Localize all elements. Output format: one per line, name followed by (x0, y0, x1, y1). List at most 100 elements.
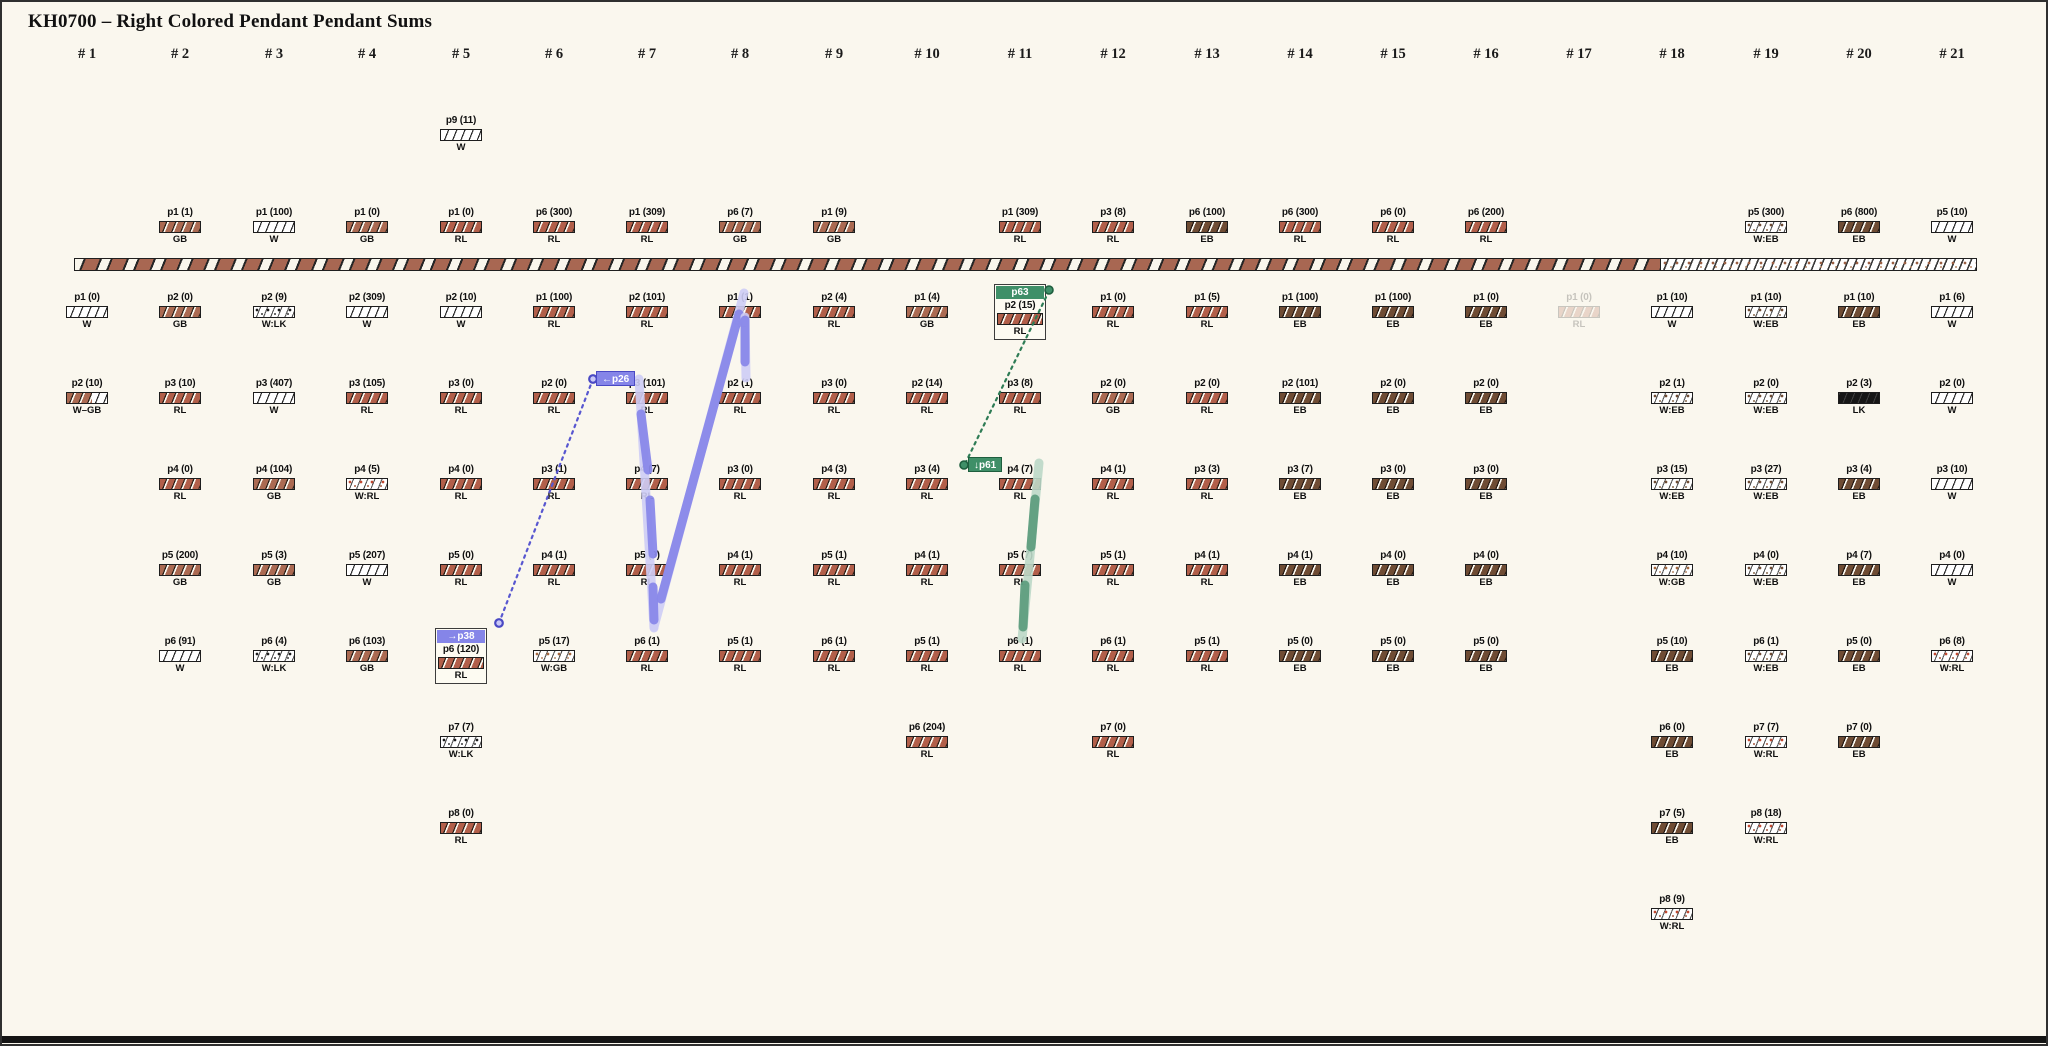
pendant-color-tag: GB (266, 577, 282, 588)
pendant-col18-p8: p8 (9) W:RL (1651, 894, 1693, 932)
pendant-col3-p6: p6 (4) W:LK (253, 636, 295, 674)
pendant-col6-p2: p2 (0) RL (533, 378, 575, 416)
pendant-col14-p3: p3 (7) EB (1279, 464, 1321, 502)
pendant-color-tag: EB (1200, 234, 1214, 245)
pendant-col8-p5: p5 (1) RL (719, 636, 761, 674)
pendant-color-tag: W:EB (1753, 663, 1779, 674)
pendant-label: p4 (1) (1287, 550, 1313, 561)
group-header-p63: p63 (996, 286, 1044, 299)
pendant-color-tag: W (1947, 319, 1957, 330)
pendant-col9-p3: p3 (0) RL (813, 378, 855, 416)
column-header-3: # 3 (264, 46, 284, 62)
pendant-color-tag: W:EB (1659, 405, 1685, 416)
pendant-col6-p4: p4 (1) RL (533, 550, 575, 588)
pendant-swatch (1092, 221, 1134, 233)
pendant-col7-p1: p1 (309) RL (626, 207, 668, 245)
pendant-swatch (999, 392, 1041, 404)
pendant-color-tag: W:RL (1659, 921, 1685, 932)
pendant-swatch (440, 478, 482, 490)
pendant-color-tag: W (1947, 577, 1957, 588)
swatch-left-half (67, 393, 92, 403)
pendant-swatch (999, 478, 1041, 490)
pendant-label: p6 (300) (1281, 207, 1319, 218)
pendant-swatch (440, 564, 482, 576)
pendant-label: p1 (0) (354, 207, 380, 218)
pendant-col8-p3: p3 (0) RL (719, 464, 761, 502)
pendant-swatch (1465, 306, 1507, 318)
pendant-swatch (159, 650, 201, 662)
pendant-label: p1 (0) (74, 292, 100, 303)
pendant-col9-p1: p1 (9) GB (813, 207, 855, 245)
pendant-swatch (813, 650, 855, 662)
pendant-label: p2 (0) (541, 378, 567, 389)
pendant-swatch (440, 736, 482, 748)
pendant-col16-p4: p4 (0) EB (1465, 550, 1507, 588)
pendant-col4-p6: p6 (103) GB (346, 636, 388, 674)
pendant-color-tag: EB (1386, 491, 1400, 502)
column-header-5: # 5 (451, 46, 471, 62)
pendant-label: p5 (17) (538, 636, 570, 647)
pendant-label: p2 (0) (167, 292, 193, 303)
pendant-label: p2 (0) (1194, 378, 1220, 389)
pendant-color-tag: RL (920, 577, 934, 588)
pendant-color-tag: W:LK (261, 319, 287, 330)
pendant-color-tag: RL (1106, 663, 1120, 674)
pendant-color-tag: W (269, 405, 279, 416)
pendant-col15-p4: p4 (0) EB (1372, 550, 1414, 588)
pendant-col17-p1: p1 (0) RL (1558, 292, 1600, 330)
pendant-swatch (719, 650, 761, 662)
divider-bar-speckled-segment (1660, 259, 1976, 270)
pendant-col7-p4: p4 (7) RL (626, 464, 668, 502)
pendant-col18-p6: p6 (0) EB (1651, 722, 1693, 760)
pendant-color-tag: W (1947, 234, 1957, 245)
pendant-label: p3 (3) (1194, 464, 1220, 475)
pendant-swatch (533, 392, 575, 404)
pendant-col18-p7: p7 (5) EB (1651, 808, 1693, 846)
pendant-color-tag: W:EB (1753, 234, 1779, 245)
pendant-col19-p7: p7 (7) W:RL (1745, 722, 1787, 760)
pendant-swatch (159, 392, 201, 404)
pendant-label: p7 (0) (1100, 722, 1126, 733)
highlight-group-p38: →p38 p6 (120) RL (435, 628, 487, 684)
pendant-col16-p6: p6 (200) RL (1465, 207, 1507, 245)
pendant-color-tag: EB (1293, 663, 1307, 674)
pendant-color-tag: RL (920, 663, 934, 674)
pendant-swatch (1558, 306, 1600, 318)
pendant-swatch (1279, 478, 1321, 490)
pendant-swatch (719, 478, 761, 490)
pendant-swatch (626, 392, 668, 404)
pendant-swatch (1651, 650, 1693, 662)
pendant-swatch (906, 564, 948, 576)
pendant-color-tag: RL (920, 405, 934, 416)
pendant-color-tag: RL (454, 234, 468, 245)
pendant-col16-p3: p3 (0) EB (1465, 464, 1507, 502)
pendant-label: p3 (407) (255, 378, 293, 389)
pendant-swatch (1186, 478, 1228, 490)
pendant-swatch (1838, 564, 1880, 576)
pendant-label: p3 (27) (1750, 464, 1782, 475)
pendant-swatch (1092, 392, 1134, 404)
pendant-color-tag: RL (1200, 405, 1214, 416)
pendant-col4-p2: p2 (309) W (346, 292, 388, 330)
pendant-color-tag: RL (1293, 234, 1307, 245)
pendant-col12-p3: p3 (8) RL (1092, 207, 1134, 245)
column-header-1: # 1 (77, 46, 97, 62)
pendant-color-tag: W:GB (540, 663, 568, 674)
pendant-col8-p4: p4 (1) RL (719, 550, 761, 588)
pendant-swatch (1931, 650, 1973, 662)
pendant-swatch (999, 650, 1041, 662)
pendant-swatch (1372, 221, 1414, 233)
pendant-col14-p1: p1 (100) EB (1279, 292, 1321, 330)
pendant-label: p4 (104) (255, 464, 293, 475)
pendant-label: p5 (7) (1007, 550, 1033, 561)
pendant-swatch (906, 306, 948, 318)
pendant-swatch (533, 650, 575, 662)
pendant-swatch (1092, 564, 1134, 576)
pendant-swatch (1651, 392, 1693, 404)
pendant-color-tag: RL (827, 405, 841, 416)
pendant-color-tag: W (362, 577, 372, 588)
pendant-swatch (1279, 306, 1321, 318)
pendant-label: p1 (0) (1566, 292, 1592, 303)
pendant-col10-p3: p3 (4) RL (906, 464, 948, 502)
pendant-label: p3 (4) (914, 464, 940, 475)
